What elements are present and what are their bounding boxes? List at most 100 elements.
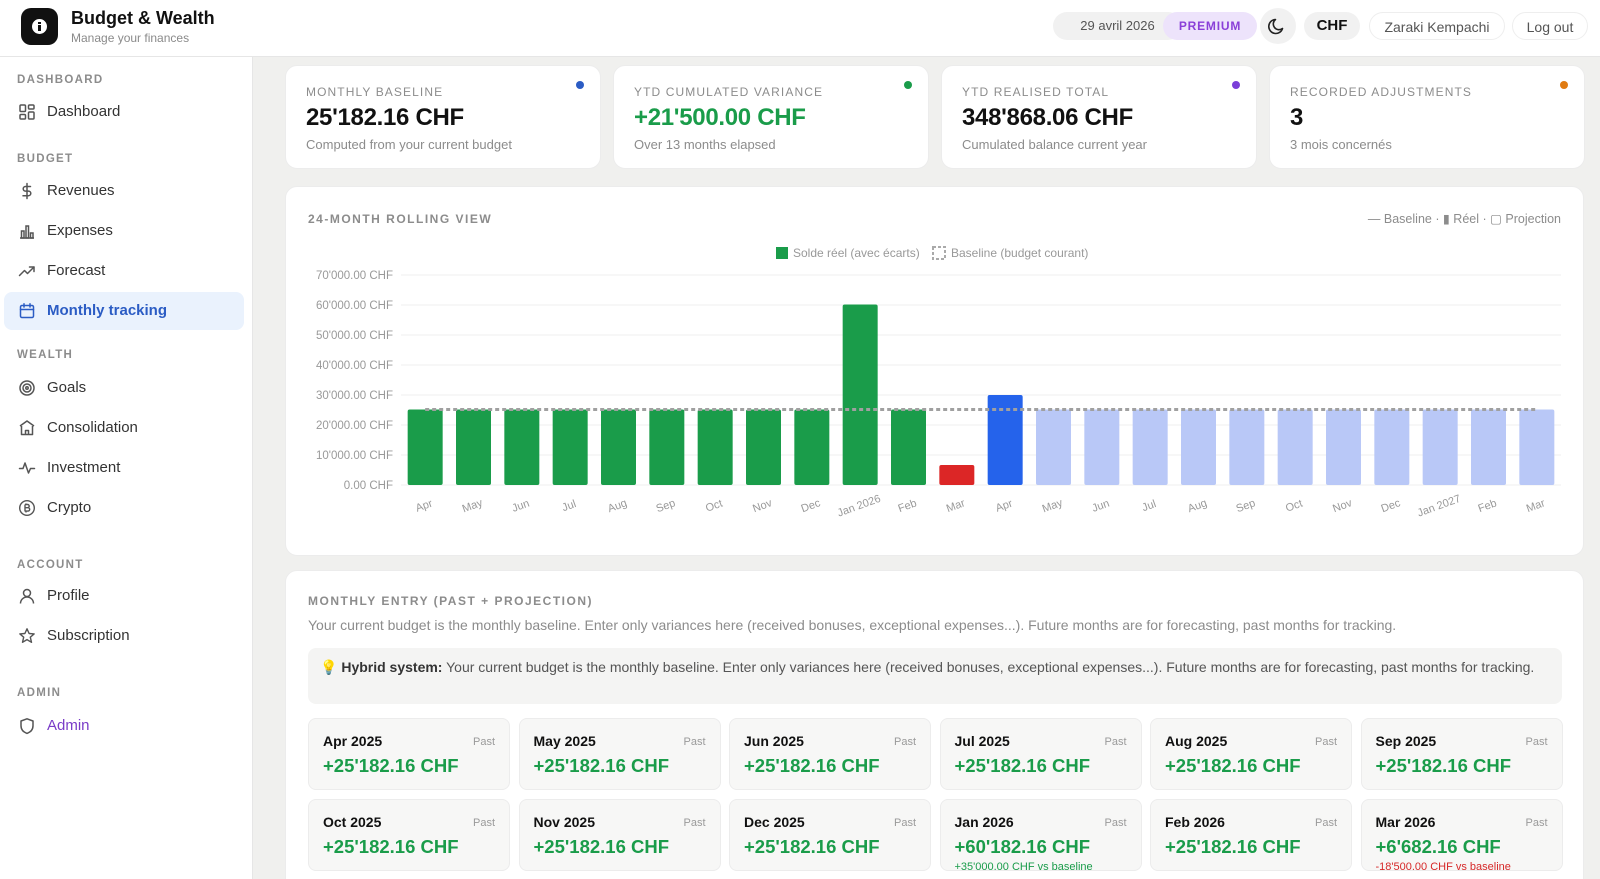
- month-name: Aug 2025: [1165, 733, 1228, 749]
- sidebar-item-admin[interactable]: Admin: [4, 707, 244, 745]
- hybrid-note-title: Hybrid system:: [341, 659, 443, 675]
- chart-bar: [1229, 409, 1265, 485]
- logout-button[interactable]: Log out: [1512, 12, 1588, 40]
- star-icon: [19, 628, 35, 643]
- sidebar-item-label: Monthly tracking: [47, 302, 168, 319]
- month-status-badge: Past: [1525, 817, 1548, 829]
- month-name: Jan 2026: [954, 814, 1014, 830]
- app-title: Budget & Wealth: [71, 8, 215, 28]
- month-card[interactable]: Jan 2026 Past +60'182.16 CHF +35'000.00 CHF…: [939, 799, 1142, 873]
- chart-bar: [504, 409, 540, 485]
- sidebar-item-label: Admin: [47, 717, 90, 734]
- sidebar-item-subscription[interactable]: Subscription: [4, 617, 244, 655]
- month-card[interactable]: Feb 2026 Past +25'182.16 CHF: [1150, 799, 1352, 871]
- month-value: +60'182.16 CHF: [954, 836, 1091, 857]
- chart-bar: [1036, 409, 1071, 485]
- month-status-badge: Past: [472, 736, 495, 748]
- legend-swatch-actual: [776, 247, 788, 259]
- premium-badge: PREMIUM: [1163, 12, 1257, 40]
- chart-bar: [649, 409, 685, 485]
- x-tick-label: Sep: [655, 497, 678, 515]
- sidebar-item-profile[interactable]: Profile: [4, 577, 244, 615]
- month-card[interactable]: Jun 2025 Past +25'182.16 CHF: [729, 718, 931, 790]
- month-value: +25'182.16 CHF: [744, 836, 880, 857]
- hybrid-note-text: Your current budget is the monthly basel…: [446, 659, 1535, 675]
- x-tick-label: Jul: [560, 498, 577, 514]
- month-card[interactable]: Jul 2025 Past +25'182.16 CHF: [939, 718, 1142, 790]
- month-value: +25'182.16 CHF: [1165, 836, 1301, 857]
- sidebar-item-revenues[interactable]: Revenues: [4, 172, 244, 210]
- month-card[interactable]: Oct 2025 Past +25'182.16 CHF: [308, 799, 510, 871]
- chart-bar: [1374, 409, 1410, 485]
- month-value: +25'182.16 CHF: [533, 836, 670, 857]
- sidebar-section-admin: ADMIN: [17, 687, 62, 699]
- stat-value: 348'868.06 CHF: [962, 104, 1133, 131]
- grid-icon: [19, 104, 35, 120]
- sidebar-item-forecast[interactable]: Forecast: [4, 252, 244, 290]
- x-tick-label: Jan 2027: [1416, 493, 1463, 520]
- stat-value: +21'500.00 CHF: [634, 104, 806, 131]
- theme-toggle-button[interactable]: [1260, 8, 1296, 44]
- month-value: +25'182.16 CHF: [1165, 755, 1301, 776]
- status-dot: [904, 81, 912, 89]
- sidebar-item-dashboard[interactable]: Dashboard: [4, 93, 244, 131]
- x-tick-label: May: [461, 497, 485, 516]
- stat-card-recorded-adjustments: RECORDED ADJUSTMENTS 3 3 mois concernés: [1269, 65, 1585, 169]
- chart-bar: [1084, 409, 1120, 485]
- month-status-badge: Past: [1314, 817, 1337, 829]
- month-value: +25'182.16 CHF: [744, 755, 880, 776]
- month-card[interactable]: Sep 2025 Past +25'182.16 CHF: [1360, 718, 1563, 790]
- month-value: +25'182.16 CHF: [1375, 755, 1512, 776]
- legend-label-baseline: Baseline (budget courant): [951, 246, 1088, 260]
- stat-label: MONTHLY BASELINE: [306, 85, 444, 99]
- sidebar-item-investment[interactable]: Investment: [4, 449, 244, 487]
- sidebar-item-expenses[interactable]: Expenses: [4, 212, 244, 250]
- chart-bar: [939, 464, 975, 485]
- x-tick-label: Nov: [1331, 497, 1354, 515]
- month-status-badge: Past: [893, 736, 916, 748]
- status-dot: [1560, 81, 1568, 89]
- trend-up-icon: [18, 266, 35, 277]
- app-logo-icon[interactable]: [21, 8, 58, 45]
- sidebar-item-label: Expenses: [47, 222, 113, 239]
- stat-card-monthly-baseline: MONTHLY BASELINE 25'182.16 CHF Computed …: [285, 65, 601, 169]
- month-card[interactable]: Aug 2025 Past +25'182.16 CHF: [1150, 718, 1352, 790]
- status-dot: [1232, 81, 1240, 89]
- month-status-badge: Past: [1314, 736, 1337, 748]
- app-subtitle: Manage your finances: [71, 31, 190, 45]
- sidebar: DASHBOARD Dashboard BUDGET Revenues Expe…: [0, 57, 253, 879]
- sidebar-item-crypto[interactable]: Crypto: [4, 489, 244, 527]
- chart-bar: [1326, 409, 1361, 485]
- month-card[interactable]: Apr 2025 Past +25'182.16 CHF: [308, 718, 510, 790]
- month-name: Apr 2025: [323, 733, 383, 749]
- month-card[interactable]: Nov 2025 Past +25'182.16 CHF: [518, 799, 721, 871]
- y-tick-label: 30'000.00 CHF: [316, 390, 393, 402]
- y-tick-label: 70'000.00 CHF: [316, 270, 393, 282]
- month-status-badge: Past: [1104, 817, 1127, 829]
- month-variance: -18'500.00 CHF vs baseline: [1375, 861, 1511, 873]
- month-card[interactable]: May 2025 Past +25'182.16 CHF: [518, 718, 721, 790]
- stat-label: RECORDED ADJUSTMENTS: [1290, 85, 1473, 99]
- month-name: Mar 2026: [1375, 814, 1436, 830]
- month-value: +25'182.16 CHF: [533, 755, 670, 776]
- chart-bar: [601, 409, 636, 485]
- sidebar-item-label: Profile: [47, 587, 90, 604]
- sidebar-item-goals[interactable]: Goals: [4, 369, 244, 407]
- lightbulb-icon: 💡: [320, 659, 338, 675]
- bitcoin-icon: [18, 499, 36, 517]
- month-card[interactable]: Mar 2026 Past +6'682.16 CHF -18'500.00 CHF …: [1360, 799, 1563, 873]
- currency-selector-button[interactable]: CHF: [1304, 12, 1360, 40]
- chart-bar: [407, 409, 443, 485]
- entry-title: MONTHLY ENTRY (PAST + PROJECTION): [308, 594, 593, 608]
- sidebar-item-consolidation[interactable]: Consolidation: [4, 409, 244, 447]
- x-tick-label: Jun: [1090, 498, 1111, 515]
- sidebar-item-monthly-tracking[interactable]: Monthly tracking: [4, 292, 244, 330]
- month-card[interactable]: Dec 2025 Past +25'182.16 CHF: [729, 799, 931, 871]
- month-status-badge: Past: [1104, 736, 1127, 748]
- month-status-badge: Past: [472, 817, 495, 829]
- x-tick-label: Mar: [945, 497, 967, 515]
- chart-bar: [456, 409, 491, 485]
- user-profile-button[interactable]: Zaraki Kempachi: [1369, 12, 1505, 40]
- stat-value: 25'182.16 CHF: [306, 104, 464, 131]
- x-tick-label: May: [1041, 497, 1065, 516]
